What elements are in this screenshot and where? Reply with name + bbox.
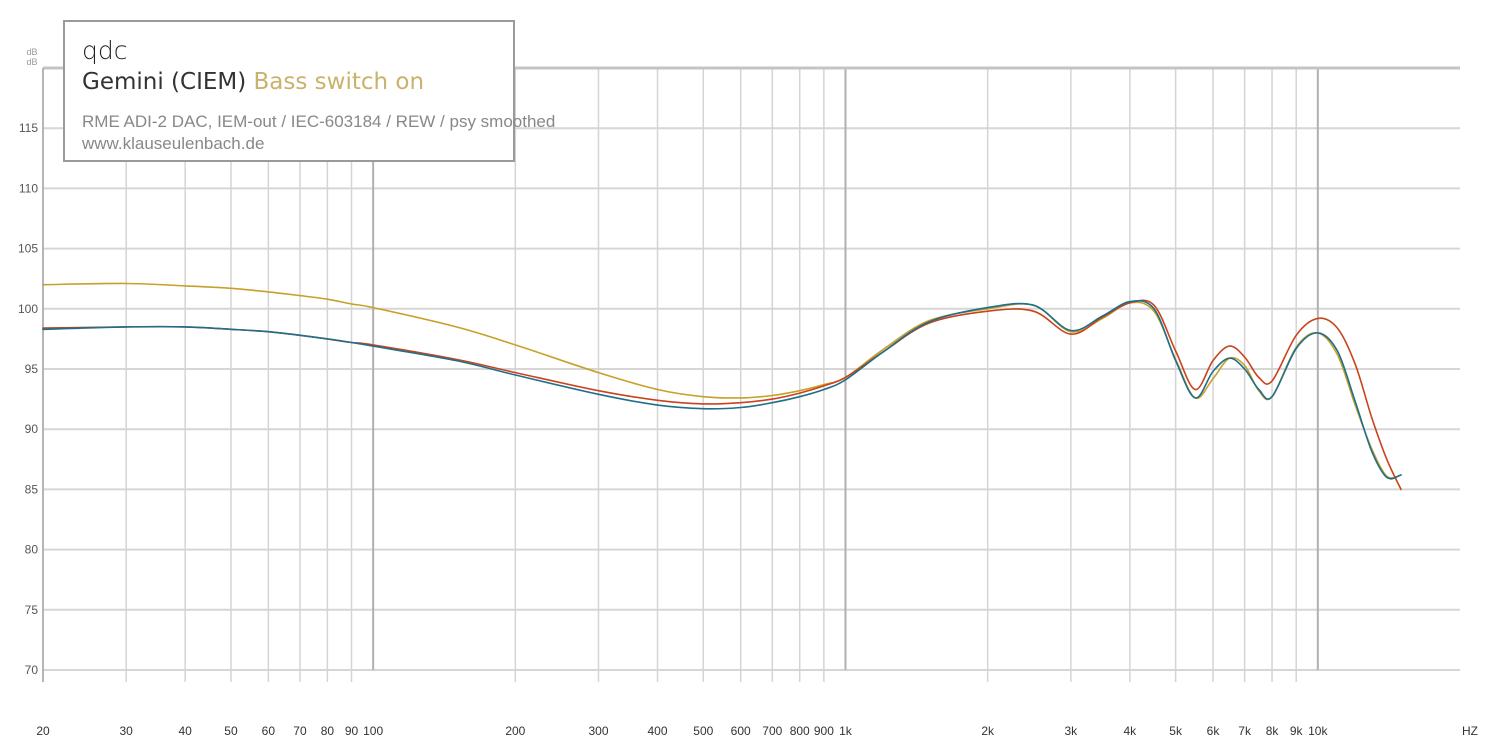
x-tick-label: 400: [648, 724, 668, 738]
y-tick-label: 100: [18, 302, 38, 316]
variant-label: Bass switch on: [253, 69, 425, 95]
x-tick-label: 80: [321, 724, 335, 738]
x-tick-label: 90: [345, 724, 359, 738]
x-tick-label: 100: [363, 724, 383, 738]
model-name: Gemini (CIEM): [82, 69, 247, 95]
x-tick-label: 3k: [1064, 724, 1078, 738]
x-tick-label: 300: [588, 724, 608, 738]
chart-series: [42, 282, 1402, 491]
x-axis-ticks: 20 30 40 50 60 70 80 90 100 200 300 400 500 600 700 800…: [36, 724, 1328, 738]
measurement-rig: RME ADI-2 DAC, IEM-out / IEC-603184 / RE…: [82, 112, 556, 131]
x-tick-label: 9k: [1290, 724, 1304, 738]
x-tick-label: 40: [179, 724, 193, 738]
chart-grid: [42, 68, 1460, 682]
x-tick-label: 8k: [1266, 724, 1280, 738]
x-tick-label: 900: [814, 724, 834, 738]
y-tick-label: 75: [25, 603, 39, 617]
y-unit-label-2: dB: [26, 57, 37, 67]
legend-box: qdc Gemini (CIEM) Bass switch on RME ADI…: [63, 20, 555, 162]
y-tick-label: 115: [19, 121, 38, 135]
series-line-2: [42, 299, 1402, 491]
x-tick-label: 10k: [1308, 724, 1328, 738]
y-tick-label: 70: [25, 663, 39, 677]
y-tick-label: 80: [25, 543, 39, 557]
x-tick-label: 50: [224, 724, 238, 738]
x-tick-label: 6k: [1207, 724, 1221, 738]
x-tick-label: 2k: [981, 724, 995, 738]
x-tick-label: 4k: [1124, 724, 1138, 738]
x-tick-label: 30: [119, 724, 133, 738]
x-unit-label: HZ: [1462, 724, 1478, 738]
x-tick-label: 20: [36, 724, 50, 738]
series-line-1: [42, 282, 1402, 479]
x-tick-label: 60: [262, 724, 276, 738]
x-tick-label: 700: [762, 724, 782, 738]
series-line-3: [42, 299, 1402, 480]
x-tick-label: 200: [505, 724, 525, 738]
y-axis-ticks: 70 75 80 85 90 95 100 105 110 115: [18, 121, 38, 677]
y-tick-label: 110: [19, 181, 38, 195]
x-tick-label: 7k: [1238, 724, 1252, 738]
x-tick-label: 70: [293, 724, 307, 738]
y-tick-label: 85: [25, 482, 39, 496]
y-tick-label: 90: [25, 422, 39, 436]
x-tick-label: 500: [693, 724, 713, 738]
model-title: Gemini (CIEM) Bass switch on: [82, 69, 424, 95]
y-unit-label: dB: [26, 47, 37, 57]
website: www.klauseulenbach.de: [82, 134, 265, 153]
x-tick-label: 1k: [839, 724, 853, 738]
x-tick-label: 5k: [1169, 724, 1183, 738]
x-tick-label: 600: [731, 724, 751, 738]
x-tick-label: 800: [790, 724, 810, 738]
brand-name: qdc: [82, 36, 128, 65]
y-tick-label: 105: [18, 242, 38, 256]
y-tick-label: 95: [25, 362, 39, 376]
